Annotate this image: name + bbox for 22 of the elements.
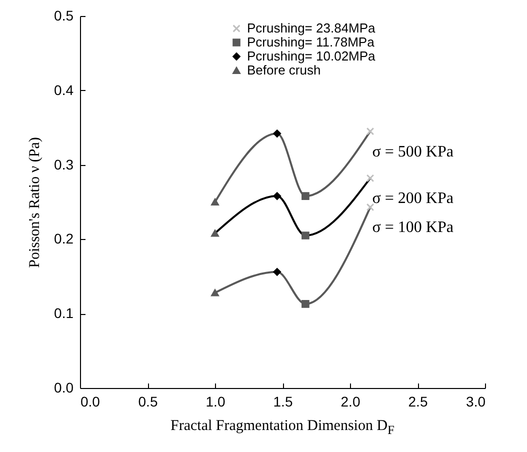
y-axis-title: Poisson's Ratio ν (Pa) xyxy=(27,137,44,268)
annotation: σ = 500 KPa xyxy=(372,143,454,160)
x-tick-label: 2.5 xyxy=(408,394,428,410)
x-tick-label: 2.0 xyxy=(340,394,360,410)
y-tick-label: 0.0 xyxy=(54,380,74,396)
y-tick-label: 0.4 xyxy=(54,82,74,98)
legend-label: Pcrushing= 23.84MPa xyxy=(247,20,376,36)
legend-label: Pcrushing= 10.02MPa xyxy=(247,48,376,64)
legend-label: Pcrushing= 11.78MPa xyxy=(247,34,376,50)
annotation: σ = 200 KPa xyxy=(372,190,454,208)
x-axis-title: Fractal Fragmentation Dimension D$_{F}$ xyxy=(170,418,396,438)
x-tick-label: 0.0 xyxy=(80,394,100,410)
y-tick-label: 0.3 xyxy=(54,156,74,172)
x-tick-label: 1.5 xyxy=(273,394,293,410)
annotation: σ = 100 KPa xyxy=(372,219,454,236)
x-tick-label: 3.0 xyxy=(466,394,486,410)
x-tick-label: 0.5 xyxy=(138,394,158,410)
y-tick-label: 0.1 xyxy=(54,305,74,322)
x-tick-label: 1.0 xyxy=(206,394,226,410)
legend-label: Before crush xyxy=(247,62,321,78)
y-tick-label: 0.5 xyxy=(54,8,74,24)
y-tick-label: 0.2 xyxy=(54,230,74,247)
